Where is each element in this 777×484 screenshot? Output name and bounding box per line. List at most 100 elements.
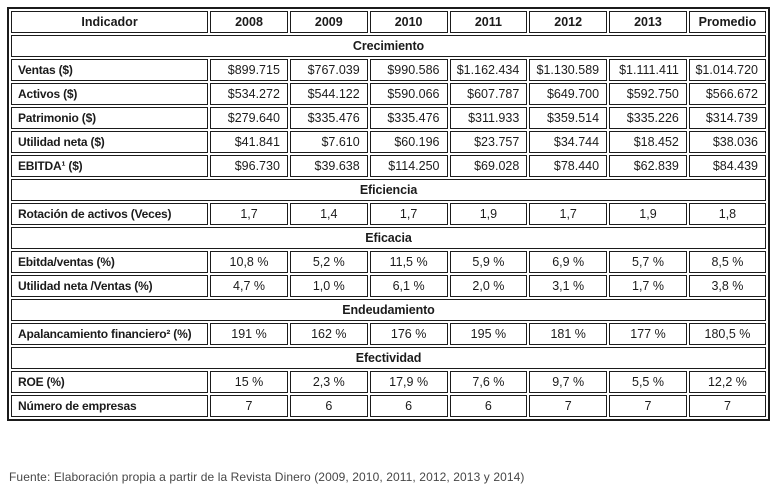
indicator-label: Activos ($) xyxy=(11,83,209,105)
indicator-label: Ebitda/ventas (%) xyxy=(11,251,209,273)
indicator-label: Número de empresas xyxy=(11,395,209,417)
value-cell: $899.715 xyxy=(210,59,288,81)
indicator-label: Rotación de activos (Veces) xyxy=(11,203,209,225)
value-cell: 7,6 % xyxy=(449,371,528,393)
financial-indicators-table: Indicador 2008 2009 2010 2011 2012 2013 … xyxy=(7,7,770,421)
table-row-activos: Activos ($) $534.272 $544.122 $590.066 $… xyxy=(11,83,766,105)
value-cell: 7 xyxy=(529,395,608,417)
value-cell: 2,0 % xyxy=(449,275,528,297)
column-header-2009: 2009 xyxy=(289,11,368,33)
value-cell: 9,7 % xyxy=(529,371,608,393)
value-cell: $279.640 xyxy=(210,107,288,129)
section-title: Endeudamiento xyxy=(11,299,766,321)
value-cell: $767.039 xyxy=(289,59,368,81)
value-cell: 7 xyxy=(210,395,288,417)
value-cell: $335.476 xyxy=(289,107,368,129)
table-row-roe: ROE (%) 15 % 2,3 % 17,9 % 7,6 % 9,7 % 5,… xyxy=(11,371,766,393)
indicator-label: Utilidad neta ($) xyxy=(11,131,209,153)
value-cell: $1.111.411 xyxy=(609,59,687,81)
column-header-2008: 2008 xyxy=(210,11,288,33)
section-row-eficacia: Eficacia xyxy=(11,227,766,249)
source-note: Fuente: Elaboración propia a partir de l… xyxy=(9,470,525,484)
table-row-ventas: Ventas ($) $899.715 $767.039 $990.586 $1… xyxy=(11,59,766,81)
table-row-rotacion-activos: Rotación de activos (Veces) 1,7 1,4 1,7 … xyxy=(11,203,766,225)
value-cell: 8,5 % xyxy=(688,251,766,273)
value-cell: $114.250 xyxy=(369,155,448,177)
column-header-2010: 2010 xyxy=(369,11,448,33)
value-cell: 180,5 % xyxy=(688,323,766,345)
indicator-label: Patrimonio ($) xyxy=(11,107,209,129)
value-cell: $335.226 xyxy=(609,107,687,129)
value-cell: 1,7 xyxy=(210,203,288,225)
value-cell: $34.744 xyxy=(529,131,608,153)
section-title: Eficiencia xyxy=(11,179,766,201)
value-cell: 1,7 xyxy=(369,203,448,225)
value-cell: 6,1 % xyxy=(369,275,448,297)
value-cell: $649.700 xyxy=(529,83,608,105)
section-title: Crecimiento xyxy=(11,35,766,57)
value-cell: $69.028 xyxy=(449,155,528,177)
section-row-efectividad: Efectividad xyxy=(11,347,766,369)
indicator-label: Ventas ($) xyxy=(11,59,209,81)
value-cell: $7.610 xyxy=(289,131,368,153)
table-row-utilidad-neta: Utilidad neta ($) $41.841 $7.610 $60.196… xyxy=(11,131,766,153)
value-cell: $592.750 xyxy=(609,83,687,105)
value-cell: 1,9 xyxy=(609,203,687,225)
value-cell: $1.162.434 xyxy=(449,59,528,81)
value-cell: 1,7 xyxy=(529,203,608,225)
value-cell: 11,5 % xyxy=(369,251,448,273)
value-cell: 195 % xyxy=(449,323,528,345)
value-cell: $590.066 xyxy=(369,83,448,105)
column-header-2013: 2013 xyxy=(609,11,687,33)
value-cell: $607.787 xyxy=(449,83,528,105)
value-cell: $62.839 xyxy=(609,155,687,177)
indicator-label: Utilidad neta /Ventas (%) xyxy=(11,275,209,297)
column-header-indicador: Indicador xyxy=(11,11,209,33)
value-cell: $990.586 xyxy=(369,59,448,81)
value-cell: $359.514 xyxy=(529,107,608,129)
value-cell: $18.452 xyxy=(609,131,687,153)
value-cell: 10,8 % xyxy=(210,251,288,273)
value-cell: 1,9 xyxy=(449,203,528,225)
indicator-label: Apalancamiento financiero² (%) xyxy=(11,323,209,345)
value-cell: 191 % xyxy=(210,323,288,345)
value-cell: $39.638 xyxy=(289,155,368,177)
value-cell: $96.730 xyxy=(210,155,288,177)
value-cell: $311.933 xyxy=(449,107,528,129)
value-cell: 176 % xyxy=(369,323,448,345)
column-header-2012: 2012 xyxy=(529,11,608,33)
value-cell: 3,8 % xyxy=(688,275,766,297)
value-cell: $534.272 xyxy=(210,83,288,105)
value-cell: 177 % xyxy=(609,323,687,345)
value-cell: $1.014.720 xyxy=(688,59,766,81)
value-cell: 5,2 % xyxy=(289,251,368,273)
value-cell: 7 xyxy=(609,395,687,417)
value-cell: $38.036 xyxy=(688,131,766,153)
indicator-label: EBITDA¹ ($) xyxy=(11,155,209,177)
table-row-patrimonio: Patrimonio ($) $279.640 $335.476 $335.47… xyxy=(11,107,766,129)
value-cell: 2,3 % xyxy=(289,371,368,393)
value-cell: $41.841 xyxy=(210,131,288,153)
value-cell: 6 xyxy=(369,395,448,417)
value-cell: 181 % xyxy=(529,323,608,345)
section-row-endeudamiento: Endeudamiento xyxy=(11,299,766,321)
value-cell: $78.440 xyxy=(529,155,608,177)
value-cell: $566.672 xyxy=(688,83,766,105)
column-header-2011: 2011 xyxy=(449,11,528,33)
value-cell: 4,7 % xyxy=(210,275,288,297)
section-title: Efectividad xyxy=(11,347,766,369)
value-cell: 5,7 % xyxy=(609,251,687,273)
section-row-eficiencia: Eficiencia xyxy=(11,179,766,201)
section-row-crecimiento: Crecimiento xyxy=(11,35,766,57)
value-cell: 3,1 % xyxy=(529,275,608,297)
table-row-utilidad-neta-ventas: Utilidad neta /Ventas (%) 4,7 % 1,0 % 6,… xyxy=(11,275,766,297)
value-cell: 12,2 % xyxy=(688,371,766,393)
value-cell: 6,9 % xyxy=(529,251,608,273)
value-cell: 1,7 % xyxy=(609,275,687,297)
value-cell: 6 xyxy=(449,395,528,417)
value-cell: 1,4 xyxy=(289,203,368,225)
value-cell: $84.439 xyxy=(688,155,766,177)
column-header-promedio: Promedio xyxy=(688,11,766,33)
table-row-numero-empresas: Número de empresas 7 6 6 6 7 7 7 xyxy=(11,395,766,417)
